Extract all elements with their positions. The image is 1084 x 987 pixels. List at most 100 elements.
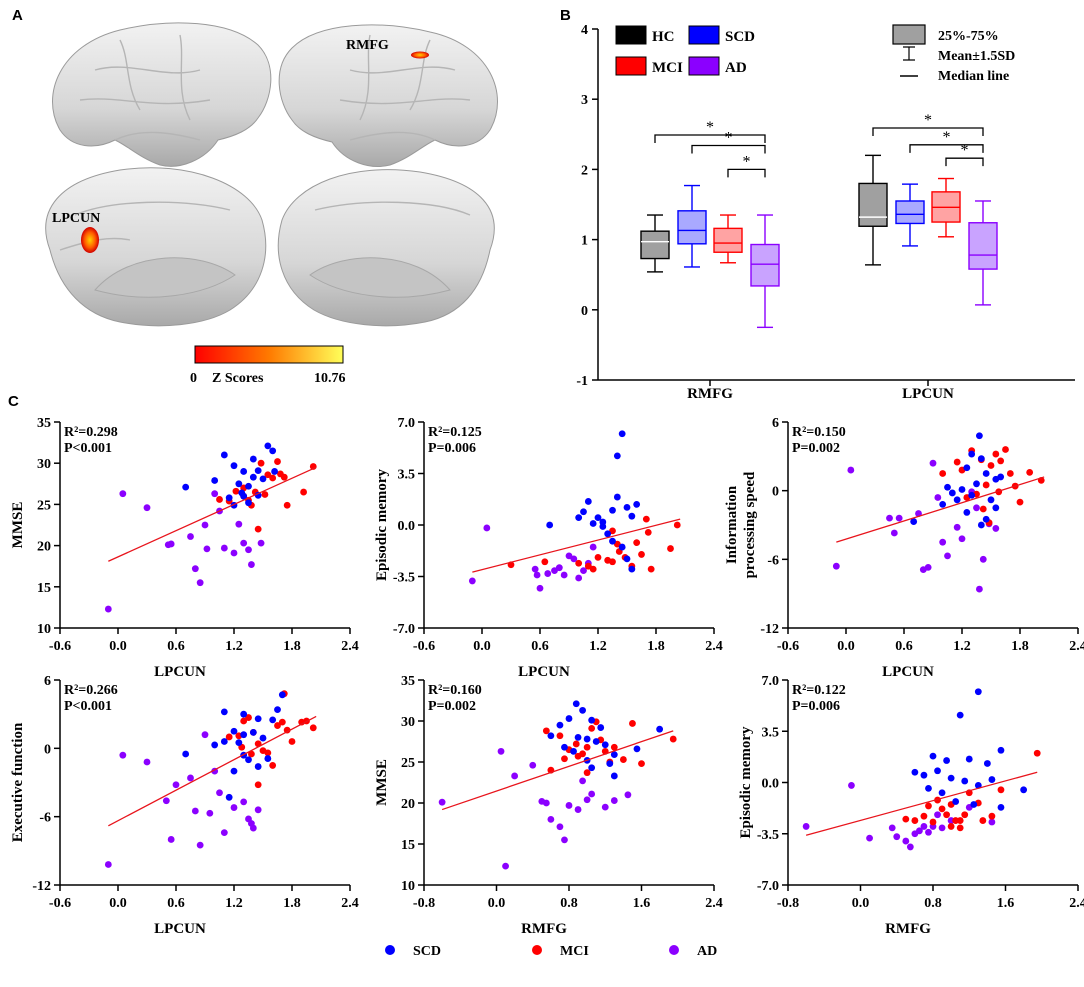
- data-point-mci: [1002, 446, 1009, 453]
- data-point-ad: [248, 820, 255, 827]
- y-tick-label: 2: [581, 163, 588, 178]
- data-point-ad: [248, 561, 255, 568]
- y-tick-label: 35: [401, 674, 415, 689]
- data-point-scd: [259, 734, 267, 742]
- data-point-ad: [172, 781, 180, 789]
- y-tick-label: 25: [37, 498, 51, 513]
- data-point-scd: [610, 751, 618, 759]
- box-body: [713, 227, 743, 253]
- data-point-scd: [240, 731, 248, 739]
- data-point-scd: [254, 715, 262, 723]
- data-point-scd: [956, 711, 964, 719]
- bracket-line: [909, 144, 984, 153]
- data-point-scd: [235, 480, 243, 488]
- data-point-scd: [973, 480, 980, 488]
- data-point-mci: [283, 726, 291, 734]
- data-point-scd: [245, 482, 252, 490]
- data-point-mci: [240, 717, 248, 725]
- significance-star: *: [725, 130, 733, 147]
- y-tick-label: -6: [767, 553, 779, 568]
- data-point-mci: [541, 558, 549, 566]
- x-tick-label: -0.8: [413, 896, 435, 911]
- data-point-ad: [992, 525, 1000, 532]
- y-tick-label: 25: [401, 756, 415, 771]
- data-point-ad: [895, 514, 903, 522]
- data-point-mci: [638, 551, 645, 558]
- data-point-scd: [583, 735, 591, 743]
- legend-label-ad: AD: [725, 60, 747, 76]
- data-point-mci: [589, 565, 597, 573]
- data-point-scd: [249, 455, 257, 463]
- data-point-ad: [196, 841, 204, 849]
- data-point-mci: [956, 817, 964, 824]
- data-point-ad: [920, 823, 928, 830]
- y-tick-label: 10: [401, 879, 415, 894]
- r-squared-label: R²=0.266: [64, 683, 118, 698]
- data-point-ad: [531, 565, 539, 573]
- scatter-panels: 10 15 20 25 30 35 -0.6 0.0 0.6 1.2 1.8 2.4 LPCUN MMSE…: [10, 416, 1084, 937]
- data-point-scd: [963, 464, 971, 472]
- box-body: [858, 182, 888, 227]
- data-point-scd: [547, 732, 555, 740]
- data-point-scd: [997, 803, 1005, 811]
- data-point-mci: [961, 811, 969, 819]
- data-point-scd: [235, 739, 243, 747]
- data-point-ad: [220, 544, 228, 552]
- significance-bracket-lpcun-mci: *: [945, 142, 984, 167]
- data-point-scd: [599, 523, 607, 530]
- r-squared-label: R²=0.160: [428, 683, 482, 698]
- scatter-panel-s2: -7.0 -3.5 0.0 3.5 7.0 -0.6 0.0 0.6 1.2 1.8 2.4 LPCU…: [374, 416, 723, 680]
- bracket-line: [945, 157, 984, 167]
- y-tick-label: 0: [581, 304, 588, 319]
- y-tick-label: 10: [37, 622, 51, 637]
- data-point-scd: [997, 473, 1005, 481]
- data-point-ad: [502, 862, 509, 870]
- legend-swatch-ad: [688, 56, 720, 76]
- data-point-mci: [1016, 498, 1024, 506]
- data-point-ad: [847, 466, 855, 474]
- data-point-ad: [162, 797, 170, 805]
- data-point-ad: [216, 789, 223, 797]
- data-point-mci: [920, 812, 928, 820]
- x-tick-label-lpcun: LPCUN: [902, 386, 954, 402]
- legend-swatch-mci: [615, 56, 647, 76]
- data-point-ad: [230, 549, 238, 557]
- data-point-mci: [264, 471, 272, 479]
- scatter-legend-marker-scd: [385, 945, 395, 955]
- y-tick-label: 4: [581, 23, 588, 38]
- data-point-scd: [570, 747, 577, 755]
- data-point-mci: [542, 727, 550, 735]
- data-point-ad: [483, 524, 491, 532]
- data-point-mci: [629, 720, 636, 727]
- scatter-legend-marker-ad: [669, 945, 679, 955]
- data-point-scd: [249, 473, 257, 481]
- data-point-mci: [283, 501, 291, 509]
- x-tick-label: 0.6: [167, 639, 185, 654]
- data-point-ad: [589, 543, 597, 551]
- x-axis-title: RMFG: [521, 921, 567, 937]
- box-rmfg-hc: [640, 214, 670, 273]
- scatter-panel-s1: 10 15 20 25 30 35 -0.6 0.0 0.6 1.2 1.8 2.4 LPCUN MMSE…: [10, 416, 359, 680]
- r-squared-label: R²=0.125: [428, 425, 482, 440]
- data-point-scd: [575, 514, 583, 522]
- data-point-scd: [965, 755, 973, 763]
- data-point-ad: [906, 843, 914, 851]
- data-point-mci: [610, 743, 618, 751]
- data-point-scd: [987, 496, 995, 504]
- y-tick-label: -12: [32, 879, 51, 894]
- data-point-mci: [269, 474, 277, 482]
- box-lpcun-ad: [968, 200, 998, 306]
- data-point-ad: [220, 829, 228, 837]
- significance-star: *: [961, 142, 969, 159]
- scatter-panel-s6: -7.0 -3.5 0.0 3.5 7.0 -0.8 0.0 0.8 1.6 2.4 RMFG Epi…: [738, 674, 1084, 937]
- y-tick-label: 15: [401, 838, 415, 853]
- p-value-label: P=0.006: [792, 699, 840, 714]
- data-point-mci: [309, 724, 317, 732]
- regression-line: [805, 771, 1038, 836]
- x-tick-label: -0.6: [777, 639, 799, 654]
- data-point-ad: [565, 802, 573, 809]
- data-point-scd: [264, 755, 272, 762]
- box-body: [968, 222, 998, 270]
- data-point-ad: [976, 585, 983, 593]
- data-point-scd: [976, 432, 983, 440]
